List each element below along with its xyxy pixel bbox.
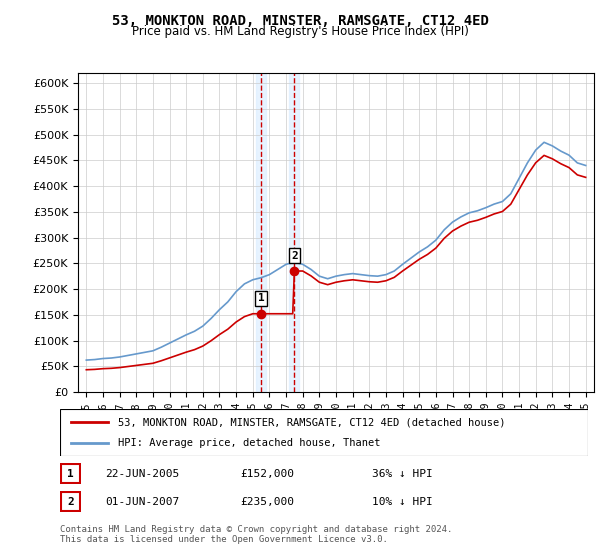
Text: 2: 2: [291, 251, 298, 261]
FancyBboxPatch shape: [60, 409, 588, 456]
Bar: [289, 73, 299, 392]
Text: 36% ↓ HPI: 36% ↓ HPI: [372, 469, 433, 479]
Text: 53, MONKTON ROAD, MINSTER, RAMSGATE, CT12 4ED (detached house): 53, MONKTON ROAD, MINSTER, RAMSGATE, CT1…: [118, 417, 506, 427]
Text: Price paid vs. HM Land Registry's House Price Index (HPI): Price paid vs. HM Land Registry's House …: [131, 25, 469, 38]
Text: 10% ↓ HPI: 10% ↓ HPI: [372, 497, 433, 507]
Text: 1: 1: [258, 293, 265, 304]
Text: £235,000: £235,000: [240, 497, 294, 507]
FancyBboxPatch shape: [61, 492, 80, 511]
Text: 2: 2: [67, 497, 74, 507]
Text: £152,000: £152,000: [240, 469, 294, 479]
Text: 01-JUN-2007: 01-JUN-2007: [105, 497, 179, 507]
Bar: [256, 73, 266, 392]
Text: 22-JUN-2005: 22-JUN-2005: [105, 469, 179, 479]
Text: 1: 1: [67, 469, 74, 479]
FancyBboxPatch shape: [61, 464, 80, 483]
Text: 53, MONKTON ROAD, MINSTER, RAMSGATE, CT12 4ED: 53, MONKTON ROAD, MINSTER, RAMSGATE, CT1…: [112, 14, 488, 28]
Text: HPI: Average price, detached house, Thanet: HPI: Average price, detached house, Than…: [118, 438, 380, 448]
Text: Contains HM Land Registry data © Crown copyright and database right 2024.
This d: Contains HM Land Registry data © Crown c…: [60, 525, 452, 544]
